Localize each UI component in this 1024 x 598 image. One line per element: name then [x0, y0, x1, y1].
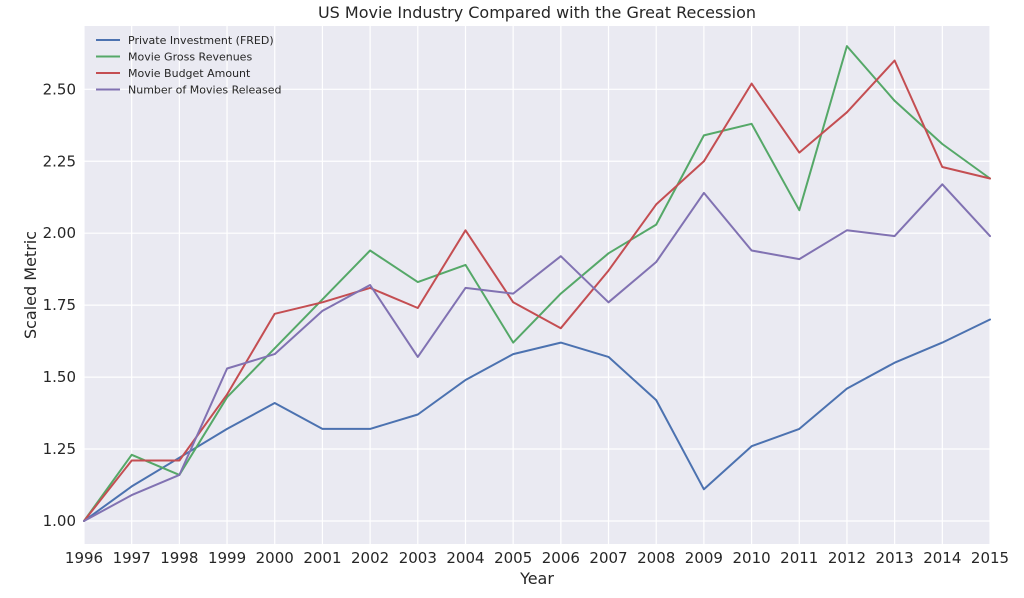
x-tick-label: 2002 [351, 549, 389, 567]
x-tick-label: 1996 [65, 549, 103, 567]
x-tick-label: 2014 [923, 549, 961, 567]
gridlines [83, 26, 991, 544]
y-tick-label: 1.00 [43, 512, 76, 530]
y-tick-label: 1.75 [43, 296, 76, 314]
x-tick-label: 2004 [446, 549, 484, 567]
chart-title: US Movie Industry Compared with the Grea… [318, 3, 756, 22]
x-tick-label: 2011 [780, 549, 818, 567]
x-tick-label: 2005 [494, 549, 532, 567]
x-tick-labels: 1996 1997 1998 1999 2000 2001 2002 2003 2004 2005… [65, 549, 1009, 567]
legend: Private Investment (FRED) Movie Gross Rev… [96, 34, 282, 97]
x-tick-label: 2000 [256, 549, 294, 567]
x-tick-label: 2013 [876, 549, 914, 567]
x-tick-label: 2010 [732, 549, 770, 567]
series-line-movie-gross-revenues [83, 45, 991, 522]
legend-entry-label: Movie Budget Amount [128, 67, 251, 80]
x-tick-label: 2003 [399, 549, 437, 567]
series-line-private-investment-fred [83, 318, 991, 522]
x-tick-label: 2015 [971, 549, 1009, 567]
x-tick-label: 2012 [828, 549, 866, 567]
series-line-number-of-movies-released [83, 183, 991, 522]
y-axis-label: Scaled Metric [21, 231, 40, 339]
legend-entry-label: Movie Gross Revenues [128, 51, 252, 64]
x-tick-label: 2006 [542, 549, 580, 567]
legend-entry-label: Number of Movies Released [128, 84, 282, 97]
plot-area [84, 26, 990, 544]
x-tick-label: 2009 [685, 549, 723, 567]
x-axis-label: Year [519, 569, 554, 588]
x-tick-label: 1998 [160, 549, 198, 567]
x-tick-label: 2001 [303, 549, 341, 567]
y-tick-label: 2.50 [43, 80, 76, 98]
series-line-movie-budget-amount [83, 59, 991, 522]
legend-entry-label: Private Investment (FRED) [128, 34, 274, 47]
y-tick-label: 1.50 [43, 368, 76, 386]
y-tick-label: 2.25 [43, 152, 76, 170]
series-lines [83, 45, 991, 522]
x-tick-label: 1999 [208, 549, 246, 567]
y-tick-label: 2.00 [43, 224, 76, 242]
y-tick-labels: 1.00 1.25 1.50 1.75 2.00 2.25 2.50 [43, 80, 76, 530]
x-tick-label: 2008 [637, 549, 675, 567]
y-tick-label: 1.25 [43, 440, 76, 458]
x-tick-label: 2007 [589, 549, 627, 567]
x-tick-label: 1997 [113, 549, 151, 567]
